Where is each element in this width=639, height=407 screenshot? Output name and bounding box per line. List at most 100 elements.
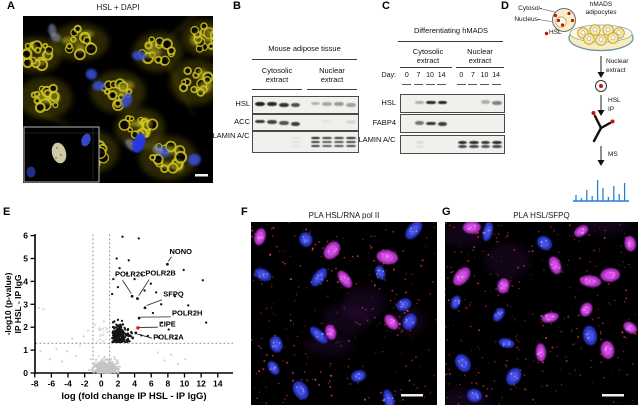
- blot-band: [426, 121, 436, 126]
- day-dash: [456, 84, 466, 85]
- blot-box-c-0: [400, 94, 505, 113]
- blot-band: [346, 102, 356, 107]
- day-dash: [480, 84, 490, 85]
- blot-box-b-0: [252, 96, 359, 114]
- blot-band: [414, 121, 425, 125]
- y-tick-label: 1: [23, 345, 28, 355]
- day-value: 10: [426, 72, 434, 79]
- panel-f-micrograph: [251, 222, 437, 405]
- x-tick-label: -6: [48, 379, 56, 389]
- day-value: 14: [437, 72, 446, 79]
- panel-b-nuclear-underline: [307, 89, 357, 90]
- x-tick-label: 4: [132, 379, 137, 389]
- blot-band: [346, 137, 356, 140]
- panel-c-row-label-lamin: LAMIN A/C: [358, 135, 396, 144]
- x-tick-label: -8: [31, 379, 39, 389]
- gene-point-polr2a: [134, 331, 138, 335]
- panel-label-g: G: [442, 206, 451, 218]
- day-dash: [402, 84, 412, 85]
- panel-c-header: Differentiating hMADS: [413, 26, 489, 35]
- panel-g-title: PLA HSL/SFPQ: [513, 211, 570, 220]
- day-dash: [468, 84, 478, 85]
- blot-box-c-2: [400, 135, 505, 154]
- y-tick-label: 4: [23, 276, 28, 286]
- blot-band: [266, 102, 277, 107]
- gene-callout-line: [146, 299, 163, 306]
- blot-band: [290, 103, 301, 107]
- panel-b-group-cytosolic: Cytosolic extract: [261, 66, 293, 85]
- y-tick-label: 6: [23, 231, 28, 241]
- panel-d-dish-label: hMADS adipocytes: [585, 1, 617, 17]
- panel-c-day-label: Day:: [381, 72, 396, 79]
- blot-band: [492, 101, 502, 105]
- hsl-dot: [567, 11, 571, 16]
- blot-band: [346, 119, 356, 124]
- panel-d-step-hsl-ip: HSL IP: [608, 97, 621, 113]
- blot-band: [310, 140, 321, 144]
- gene-point-polr2c: [130, 294, 134, 298]
- blot-band: [334, 144, 345, 147]
- blot-band: [414, 145, 425, 148]
- panel-d-hsl-label: HSL: [549, 29, 562, 36]
- blot-band: [322, 119, 333, 124]
- panel-label-f: F: [241, 206, 248, 218]
- panel-g-micrograph: [445, 222, 638, 405]
- x-tick-label: 2: [116, 379, 121, 389]
- scale-bar: [401, 394, 423, 397]
- blot-band: [426, 100, 436, 105]
- x-tick-label: 6: [149, 379, 154, 389]
- panel-c-group-nuclear: Nuclear extract: [467, 47, 493, 66]
- antibody-icon: [592, 126, 603, 143]
- blot-band: [255, 119, 265, 124]
- panel-b-row-label-lamin: LAMIN A/C: [212, 131, 250, 140]
- panel-label-b: B: [233, 0, 241, 12]
- gene-point-sfpq: [143, 306, 147, 310]
- x-tick-label: 12: [196, 379, 206, 389]
- inset-nucleus-dapi: [81, 133, 91, 147]
- blot-band: [278, 121, 289, 125]
- day-dash: [491, 84, 501, 85]
- nuclei: [450, 222, 637, 402]
- x-tick-label: 10: [180, 379, 190, 389]
- gene-label-polr2c: POLR2C: [115, 269, 146, 278]
- y-tick-label: 5: [23, 254, 28, 264]
- gene-callout-line: [122, 280, 132, 294]
- micrograph-background: [251, 222, 437, 405]
- blot-band: [322, 137, 333, 140]
- hsl-dot: [553, 13, 558, 18]
- panel-c-row-label-fabp4: FABP4: [372, 118, 396, 127]
- blot-box-c-1: [400, 114, 505, 133]
- scale-bar: [195, 174, 208, 177]
- y-tick-label: 2: [23, 322, 28, 332]
- panel-c-header-underline: [398, 41, 503, 42]
- x-axis-label: log (fold change IP HSL - IP IgG): [61, 391, 206, 402]
- y-axis-label-line2: IP HSL - IP IgG: [13, 274, 23, 333]
- blot-band: [414, 100, 425, 105]
- hsl-dot: [556, 18, 561, 23]
- blot-band: [290, 144, 301, 147]
- gene-callout-line: [138, 279, 150, 296]
- panel-d-cytosol-label: Cytosol-: [518, 5, 542, 12]
- blot-band: [480, 100, 491, 104]
- day-value: 0: [404, 72, 409, 79]
- panel-label-c: C: [382, 0, 390, 12]
- blot-band: [266, 120, 277, 125]
- panel-b-row-label-hsl: HSL: [235, 99, 250, 108]
- day-value: 7: [416, 72, 421, 79]
- blot-band: [437, 100, 448, 105]
- blot-band: [322, 140, 333, 144]
- blot-band: [290, 121, 301, 126]
- blot-band: [469, 141, 479, 144]
- blot-box-b-1: [252, 114, 359, 131]
- gene-label-lipe: LIPE: [159, 320, 176, 329]
- panel-d-step-ms: MS: [608, 151, 618, 158]
- gene-label-polr2a: POLR2A: [153, 333, 184, 342]
- gene-point-polr2b: [136, 297, 139, 300]
- panel-d-nucleus-label: Nucleus-: [514, 16, 540, 23]
- blot-band: [334, 102, 345, 106]
- gene-label-polr2h: POLR2H: [172, 308, 202, 317]
- blot-band: [457, 141, 468, 144]
- blot-band: [310, 101, 321, 106]
- blot-box-b-2: [252, 131, 359, 153]
